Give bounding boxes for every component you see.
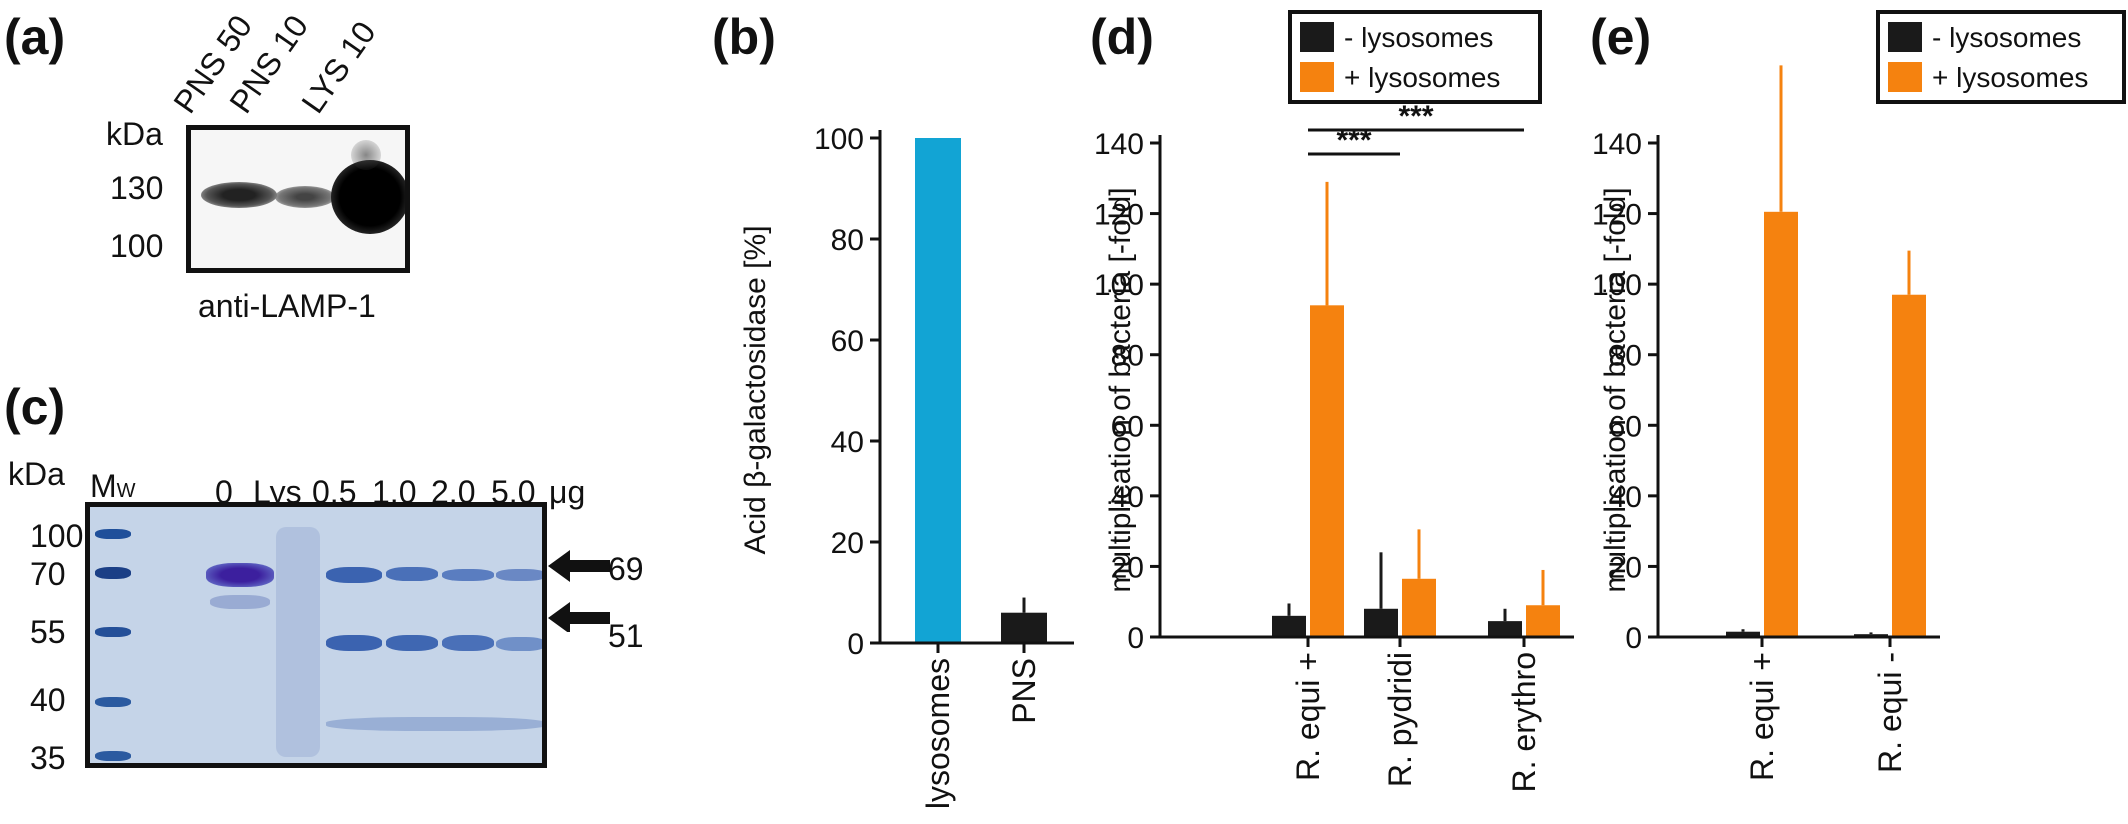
bar xyxy=(1526,605,1560,637)
y-tick-label: 40 xyxy=(831,426,864,459)
marker-100: 100 xyxy=(110,228,164,264)
gel-marker: 100 xyxy=(30,518,84,554)
category-label: R. equi + xyxy=(1290,652,1326,781)
bar xyxy=(1272,615,1306,637)
legend-swatch xyxy=(1300,62,1334,92)
arrow-icon xyxy=(548,550,610,632)
bar xyxy=(1764,211,1798,638)
y-tick-label: 80 xyxy=(1111,340,1144,373)
category-label: PNS xyxy=(1006,658,1042,724)
bar xyxy=(1488,621,1522,637)
y-tick-label: 80 xyxy=(831,224,864,257)
mw-label: MW xyxy=(90,468,136,504)
legend-label: - lysosomes xyxy=(1932,22,2081,53)
y-tick-label: 60 xyxy=(1111,410,1144,443)
panel-c-label: (c) xyxy=(4,379,66,435)
gel-marker: 70 xyxy=(30,556,66,592)
panel-a-label: (a) xyxy=(4,9,66,65)
bar xyxy=(1364,608,1398,637)
gel-kda-label: kDa xyxy=(8,456,65,492)
category-label: R. pydridi xyxy=(1382,652,1418,787)
panel-d-label: (d) xyxy=(1090,9,1154,65)
gel-marker: 40 xyxy=(30,682,66,718)
category-label: lysosomes xyxy=(920,658,956,809)
y-tick-label: 120 xyxy=(1094,199,1144,232)
y-tick-label: 140 xyxy=(1592,128,1642,161)
kda-label: kDa xyxy=(106,116,163,152)
y-tick-label: 0 xyxy=(847,628,864,661)
y-tick-label: 20 xyxy=(1111,551,1144,584)
y-tick-label: 20 xyxy=(831,527,864,560)
y-tick-label: 100 xyxy=(814,123,864,156)
legend-swatch xyxy=(1888,62,1922,92)
unit-label: μg xyxy=(549,474,586,510)
y-axis-label: multiplication of bacteria [-fold] xyxy=(1104,187,1137,592)
category-label: R. erythro xyxy=(1506,652,1542,792)
arrow-label-51: 51 xyxy=(608,618,644,654)
legend-label: + lysosomes xyxy=(1932,62,2088,93)
legend-swatch xyxy=(1888,22,1922,52)
y-tick-label: 0 xyxy=(1625,622,1642,655)
western-blot-image xyxy=(186,125,410,273)
y-tick-label: 140 xyxy=(1094,128,1144,161)
legend-label: + lysosomes xyxy=(1344,62,1500,93)
y-tick-label: 20 xyxy=(1609,551,1642,584)
bar xyxy=(915,138,961,643)
gel-marker: 35 xyxy=(30,740,66,776)
y-tick-label: 100 xyxy=(1094,269,1144,302)
bar xyxy=(1001,612,1047,643)
bar xyxy=(1402,578,1436,637)
bar xyxy=(1726,631,1760,637)
category-label: R. equi + xyxy=(1744,652,1780,781)
bar xyxy=(1310,305,1344,637)
sds-gel-image xyxy=(85,502,547,768)
y-tick-label: 80 xyxy=(1609,340,1642,373)
bar xyxy=(1892,294,1926,637)
y-axis-label: Acid β-galactosidase [%] xyxy=(739,225,772,554)
y-tick-label: 100 xyxy=(1592,269,1642,302)
category-label: R. equi - xyxy=(1872,652,1908,773)
y-axis-label: multiplication of bacteria [-fold] xyxy=(1599,187,1632,592)
y-tick-label: 0 xyxy=(1127,622,1144,655)
legend-label: - lysosomes xyxy=(1344,22,1493,53)
y-tick-label: 40 xyxy=(1111,481,1144,514)
y-tick-label: 40 xyxy=(1609,481,1642,514)
panel-e-label: (e) xyxy=(1590,9,1652,65)
gel-lane-label: 0 xyxy=(215,474,233,510)
gel-marker: 55 xyxy=(30,614,66,650)
significance-label: *** xyxy=(1398,100,1433,133)
panel-b-label: (b) xyxy=(712,9,776,65)
arrow-label-69: 69 xyxy=(608,551,644,587)
y-tick-label: 60 xyxy=(831,325,864,358)
y-tick-label: 120 xyxy=(1592,199,1642,232)
y-tick-label: 60 xyxy=(1609,410,1642,443)
legend-swatch xyxy=(1300,22,1334,52)
marker-130: 130 xyxy=(110,170,164,206)
antibody-label: anti-LAMP-1 xyxy=(198,288,376,324)
